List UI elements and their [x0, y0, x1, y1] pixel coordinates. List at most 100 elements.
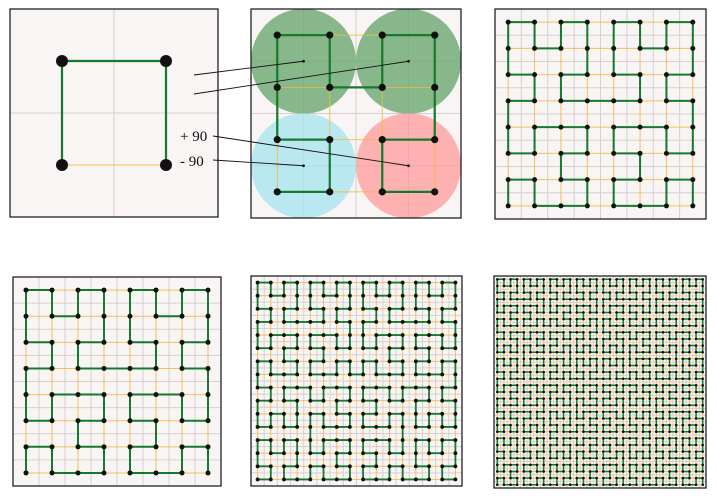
- curve-node: [637, 98, 643, 104]
- curve-node: [694, 450, 698, 453]
- curve-node: [562, 403, 565, 407]
- curve-node: [568, 364, 572, 367]
- curve-node: [568, 350, 572, 354]
- curve-node: [674, 284, 678, 288]
- curve-node: [542, 350, 545, 354]
- curve-node: [509, 297, 512, 301]
- curve-node: [568, 430, 572, 433]
- curve-node: [535, 377, 539, 380]
- curve-node: [505, 72, 511, 78]
- curve-node: [378, 136, 386, 144]
- curve-node: [595, 450, 598, 453]
- curve-node: [701, 297, 704, 301]
- curve-node: [413, 320, 418, 324]
- curve-node: [562, 470, 565, 473]
- curve-node: [584, 150, 590, 156]
- curve-node: [282, 320, 286, 324]
- panel-border: [12, 276, 222, 487]
- curve-node: [509, 291, 512, 294]
- curve-node: [509, 377, 512, 380]
- curve-node: [588, 278, 592, 281]
- curve-node: [555, 364, 559, 367]
- curve-node: [582, 331, 585, 334]
- curve-node: [582, 450, 585, 453]
- curve-node: [608, 324, 612, 327]
- curve-node: [509, 470, 512, 473]
- curve-node: [427, 464, 431, 469]
- curve-node: [611, 150, 617, 156]
- curve-node: [588, 417, 592, 420]
- curve-node: [568, 311, 572, 314]
- curve-node: [555, 304, 559, 308]
- curve-node: [641, 291, 645, 294]
- curve-node: [681, 390, 685, 394]
- curve-node: [321, 411, 326, 416]
- curve-node: [663, 19, 669, 25]
- curve-node: [694, 344, 698, 347]
- curve-node: [595, 430, 598, 433]
- curve-node: [568, 463, 572, 467]
- curve-node: [608, 384, 612, 387]
- curve-node: [688, 483, 691, 486]
- curve-node: [637, 150, 643, 156]
- curve-node: [628, 410, 632, 414]
- curve-node: [595, 423, 598, 427]
- curve-node: [674, 364, 678, 367]
- curve-node: [690, 150, 696, 156]
- curve-node: [595, 456, 598, 460]
- curve-node: [575, 410, 579, 414]
- curve-node: [529, 364, 532, 367]
- curve-node: [628, 324, 632, 327]
- curve-node: [655, 483, 658, 486]
- curve-node: [637, 19, 643, 25]
- curve-node: [663, 203, 669, 209]
- curve-node: [374, 464, 379, 469]
- curve-node: [23, 339, 29, 345]
- curve-node: [588, 311, 592, 314]
- curve-node: [568, 304, 572, 308]
- curve-node: [655, 304, 658, 308]
- curve-node: [668, 370, 671, 374]
- curve-node: [661, 357, 665, 361]
- curve-node: [387, 464, 392, 469]
- curve-node: [400, 293, 405, 298]
- curve-node: [295, 425, 300, 429]
- curve-node: [440, 346, 445, 351]
- curve-node: [308, 359, 313, 364]
- curve-node: [648, 397, 651, 400]
- curve-node: [127, 418, 133, 424]
- curve-node: [496, 317, 499, 321]
- curve-node: [282, 385, 286, 390]
- curve-node: [621, 430, 625, 433]
- curve-node: [575, 443, 579, 447]
- curve-node: [595, 324, 598, 327]
- curve-node: [562, 350, 565, 354]
- curve-node: [562, 311, 565, 314]
- curve-node: [529, 443, 532, 447]
- curve-node: [602, 384, 605, 387]
- curve-node: [268, 425, 273, 429]
- curve-node: [268, 372, 273, 377]
- curve-node: [681, 483, 685, 486]
- curve-node: [661, 317, 665, 321]
- curve-node: [562, 337, 565, 341]
- curve-node: [621, 417, 625, 420]
- curve-node: [661, 450, 665, 453]
- curve-node: [628, 403, 632, 407]
- curve-node: [701, 423, 704, 427]
- curve-node: [568, 450, 572, 453]
- curve-node: [588, 483, 592, 486]
- curve-node: [453, 398, 458, 403]
- curve-node: [522, 423, 526, 427]
- curve-node: [694, 476, 698, 480]
- curve-node: [635, 390, 638, 394]
- curve-node: [608, 344, 612, 347]
- curve-node: [522, 311, 526, 314]
- curve-node: [641, 403, 645, 407]
- curve-node: [582, 291, 585, 294]
- curve-node: [413, 306, 418, 311]
- curve-node: [681, 357, 685, 361]
- curve-node: [575, 317, 579, 321]
- curve-node: [453, 333, 458, 337]
- curve-node: [509, 456, 512, 460]
